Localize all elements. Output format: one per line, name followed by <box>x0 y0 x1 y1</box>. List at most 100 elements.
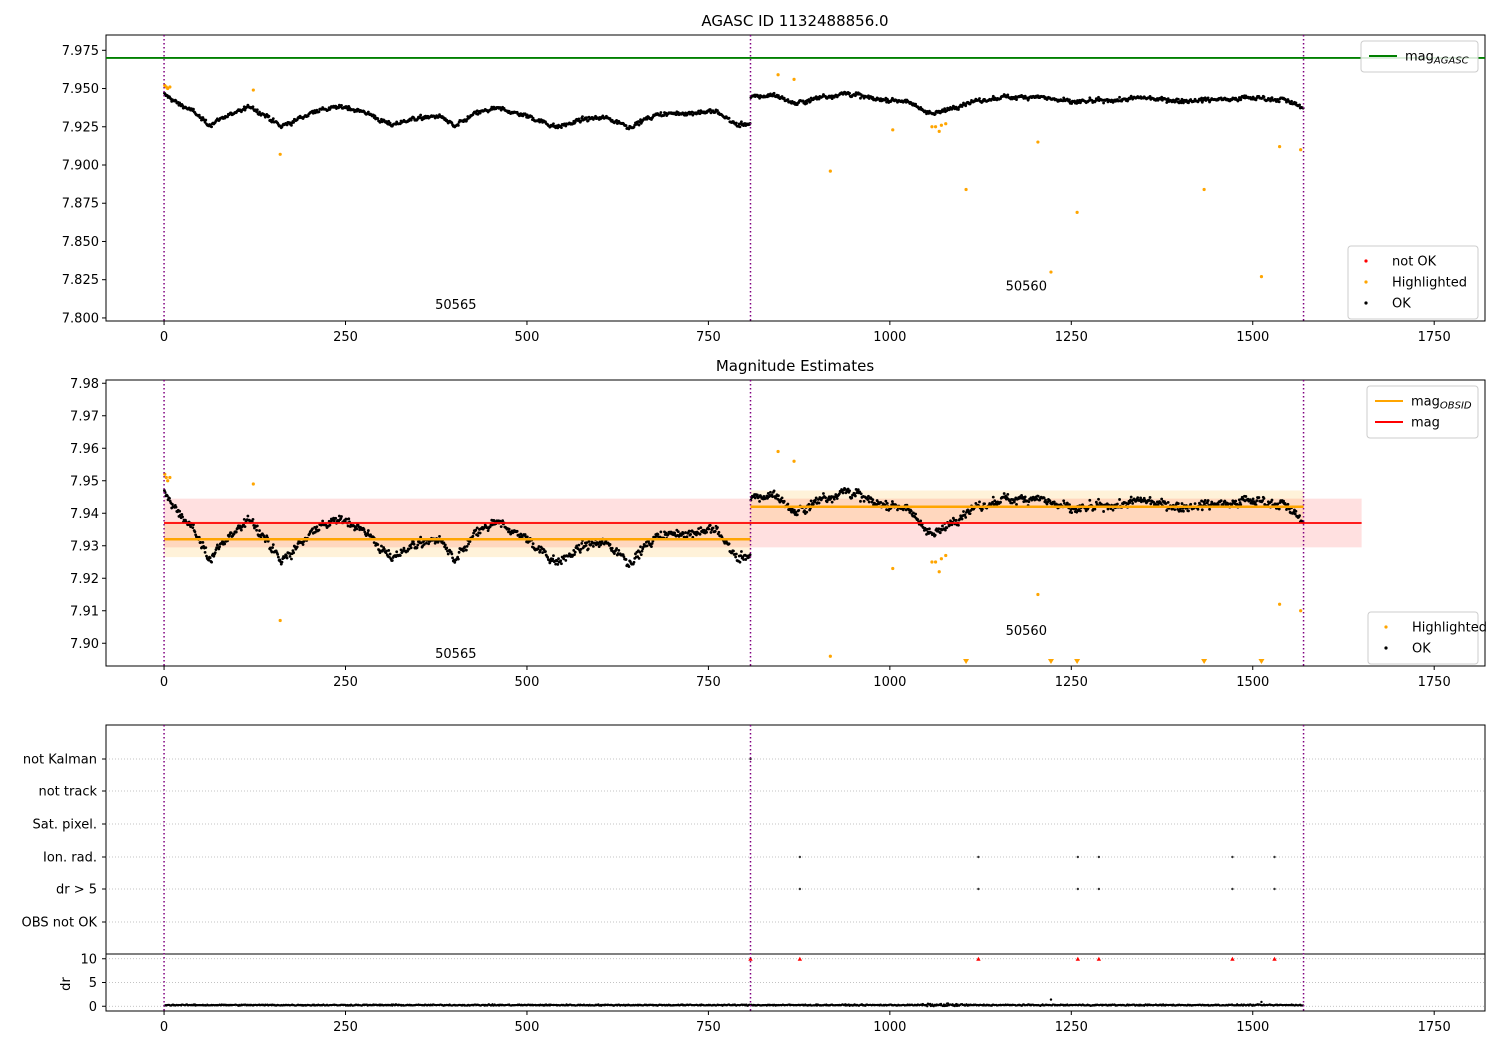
ok-point <box>822 492 825 495</box>
x-tick-label: 1500 <box>1236 330 1269 345</box>
highlighted-point <box>930 560 934 564</box>
ok-point <box>1094 500 1098 504</box>
ok-point <box>1294 101 1298 105</box>
ok-point <box>216 543 219 547</box>
ok-point <box>707 527 711 531</box>
obsid-label: 50560 <box>1006 624 1047 639</box>
ok-point <box>786 98 790 101</box>
ok-point <box>192 107 195 111</box>
y-tick-label: 7.900 <box>62 159 99 174</box>
ok-point <box>904 508 908 512</box>
ok-point <box>1200 508 1204 512</box>
flag-row-label: dr > 5 <box>56 883 97 898</box>
ok-point <box>1149 502 1153 506</box>
ok-point <box>974 502 978 505</box>
ok-point <box>912 511 915 515</box>
ok-point <box>271 546 274 549</box>
flag-point <box>1097 855 1101 859</box>
ok-point <box>246 514 250 518</box>
plot-frame <box>105 724 1486 1012</box>
ok-point <box>564 124 568 128</box>
ok-point <box>797 508 801 512</box>
x-tick-label: 750 <box>696 1020 721 1035</box>
ok-point <box>1023 497 1026 501</box>
ok-point <box>436 540 440 544</box>
ok-point <box>689 532 693 536</box>
dr-tick-label: 10 <box>80 952 97 967</box>
x-tick-label: 1000 <box>873 675 906 690</box>
highlighted-point <box>937 570 941 574</box>
highlighted-point <box>828 654 832 658</box>
ok-point <box>740 550 743 553</box>
ok-point <box>1148 496 1152 499</box>
highlighted-point <box>776 449 780 454</box>
ok-point <box>655 534 658 538</box>
ok-point <box>835 497 839 500</box>
ok-point <box>742 558 746 561</box>
ok-point <box>234 530 238 534</box>
ok-point <box>632 560 636 564</box>
ok-point <box>938 531 942 535</box>
highlighted-point <box>168 475 172 480</box>
highlighted-point <box>939 123 943 127</box>
ok-point <box>1102 101 1105 105</box>
dr-point <box>1260 1000 1263 1004</box>
ok-point <box>862 499 866 503</box>
ok-point <box>740 120 743 124</box>
ok-point <box>415 546 419 550</box>
ok-point <box>850 496 854 500</box>
x-tick-label: 0 <box>160 1020 168 1035</box>
ok-point <box>968 512 972 516</box>
ok-point <box>928 527 931 531</box>
ok-point <box>1023 495 1027 499</box>
ok-point <box>362 528 366 531</box>
ok-point <box>476 534 480 537</box>
ok-point <box>945 109 949 113</box>
ok-point <box>705 530 708 534</box>
ok-point <box>332 519 336 523</box>
ok-point <box>978 500 981 504</box>
ok-point <box>1048 499 1052 503</box>
ok-point <box>948 523 952 527</box>
highlighted-point <box>792 459 796 463</box>
ok-point <box>1293 512 1297 516</box>
ok-point <box>462 549 465 553</box>
ok-point <box>1010 501 1014 505</box>
ok-point <box>814 498 817 502</box>
ok-point <box>366 529 370 532</box>
ok-point <box>792 511 796 514</box>
x-tick-label: 1500 <box>1236 675 1269 690</box>
ok-point <box>586 547 590 551</box>
ok-point <box>853 494 857 498</box>
ok-point <box>1102 510 1105 513</box>
ok-point <box>817 97 821 101</box>
y-tick-label: 7.96 <box>70 442 99 457</box>
ok-point <box>610 546 614 550</box>
ok-point <box>727 542 731 546</box>
ok-point <box>732 549 735 553</box>
ok-point <box>1069 508 1073 511</box>
ok-point <box>475 109 479 113</box>
ok-point <box>644 540 648 544</box>
ok-point <box>181 515 184 519</box>
ok-point <box>445 546 449 550</box>
ok-point <box>1070 102 1074 105</box>
y-tick-label: 7.950 <box>62 82 99 97</box>
ok-point <box>1270 498 1274 502</box>
ok-point <box>573 553 576 557</box>
legend-label: OK <box>1412 642 1431 657</box>
ok-point <box>1262 497 1266 500</box>
highlighted-point <box>891 566 895 571</box>
ok-point <box>1269 99 1272 103</box>
x-tick-label: 1250 <box>1055 1020 1088 1035</box>
ok-point <box>1255 499 1259 503</box>
ok-point <box>1200 96 1203 100</box>
ok-point <box>199 541 203 544</box>
ok-point <box>734 121 738 125</box>
ok-point <box>388 552 392 556</box>
ok-point <box>346 524 350 528</box>
below-range-marker <box>963 659 970 664</box>
ok-point <box>251 105 255 109</box>
ok-point <box>239 528 243 532</box>
x-tick-label: 1750 <box>1418 675 1451 690</box>
